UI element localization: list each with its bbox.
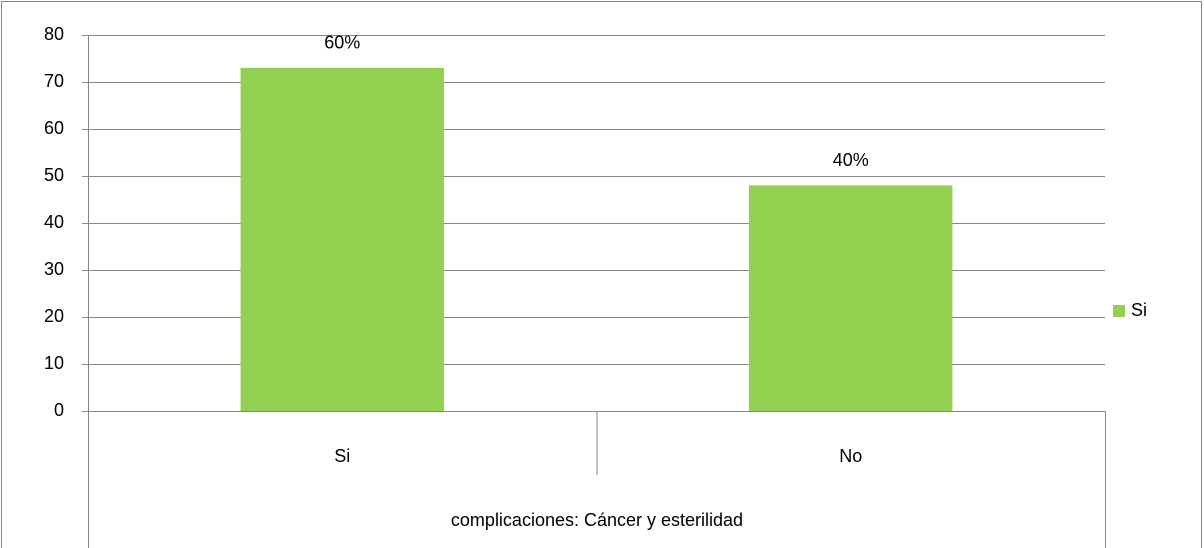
legend-label: Si xyxy=(1131,300,1147,320)
y-tick-label: 20 xyxy=(44,306,64,326)
y-tick-label: 10 xyxy=(44,353,64,373)
y-tick-label: 80 xyxy=(44,24,64,44)
x-tick-label: No xyxy=(839,446,862,466)
y-tick-label: 60 xyxy=(44,118,64,138)
y-tick-label: 50 xyxy=(44,165,64,185)
y-tick-label: 40 xyxy=(44,212,64,232)
bar xyxy=(749,185,953,411)
y-tick-label: 70 xyxy=(44,71,64,91)
y-tick-label: 0 xyxy=(54,400,64,420)
annotation: 40% xyxy=(833,150,869,170)
bar xyxy=(240,67,444,412)
x-tick-label: Si xyxy=(334,446,350,466)
x-axis-label: complicaciones: Cáncer y esterilidad xyxy=(451,510,743,530)
y-tick-label: 30 xyxy=(44,259,64,279)
legend-swatch xyxy=(1113,305,1125,317)
annotation: 60% xyxy=(324,33,360,53)
